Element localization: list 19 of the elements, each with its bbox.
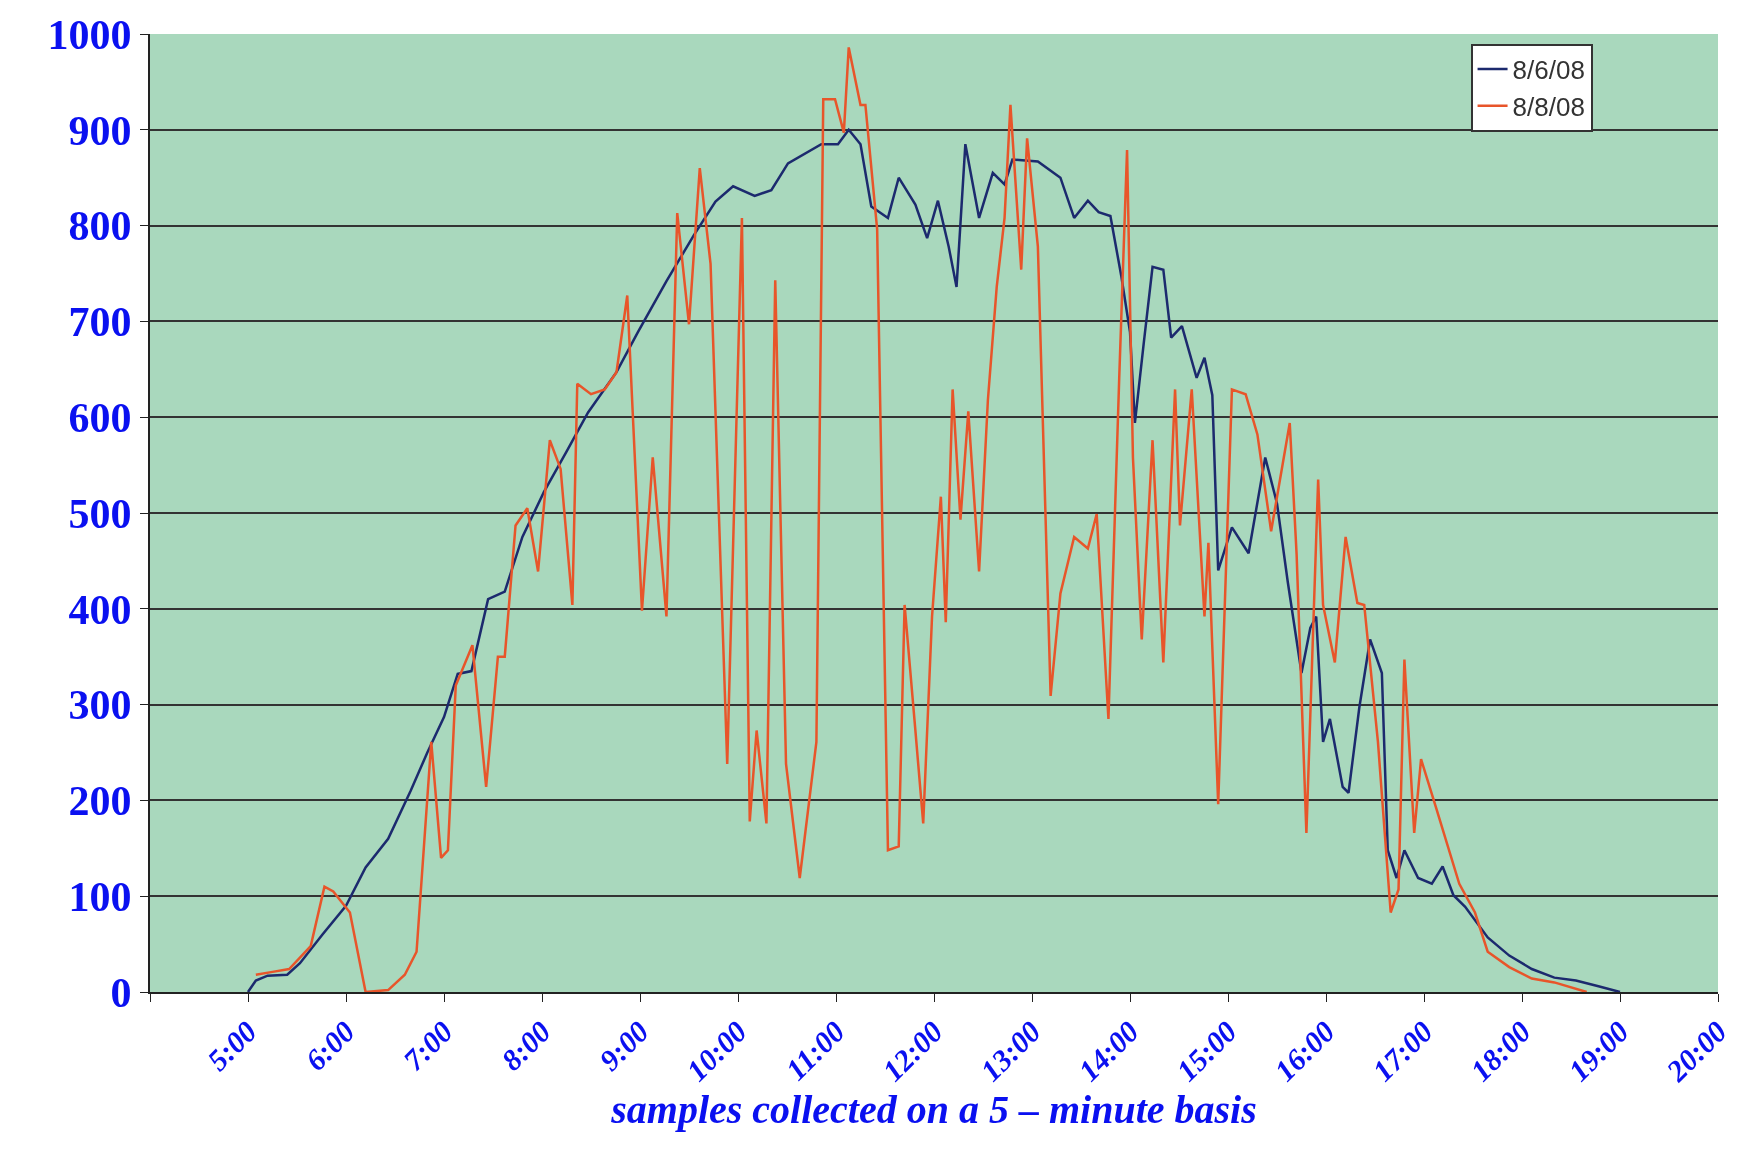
x-tick-label: 9:00 <box>592 1014 655 1077</box>
y-tick-label: 1000 <box>47 11 132 58</box>
y-tick-label: 100 <box>68 873 132 920</box>
legend-label: 8/8/08 <box>1512 91 1585 122</box>
y-tick-label: 500 <box>68 490 132 537</box>
x-tick-label: 6:00 <box>298 1014 361 1077</box>
legend-label: 8/6/08 <box>1512 55 1585 86</box>
x-tick-label: 5:00 <box>200 1014 263 1077</box>
y-tick-label: 200 <box>68 778 132 825</box>
x-tick-label: 8:00 <box>494 1014 557 1077</box>
y-tick-label: 600 <box>68 394 132 441</box>
x-tick-label: 7:00 <box>396 1014 459 1077</box>
y-tick-label: 900 <box>68 107 132 154</box>
y-tick-label: 400 <box>68 586 132 633</box>
y-tick-label: 800 <box>68 203 132 250</box>
y-tick-label: 0 <box>110 969 132 1016</box>
x-axis-title: samples collected on a 5 – minute basis <box>610 1087 1257 1133</box>
y-tick-label: 300 <box>68 682 132 729</box>
y-tick-label: 700 <box>68 299 132 346</box>
